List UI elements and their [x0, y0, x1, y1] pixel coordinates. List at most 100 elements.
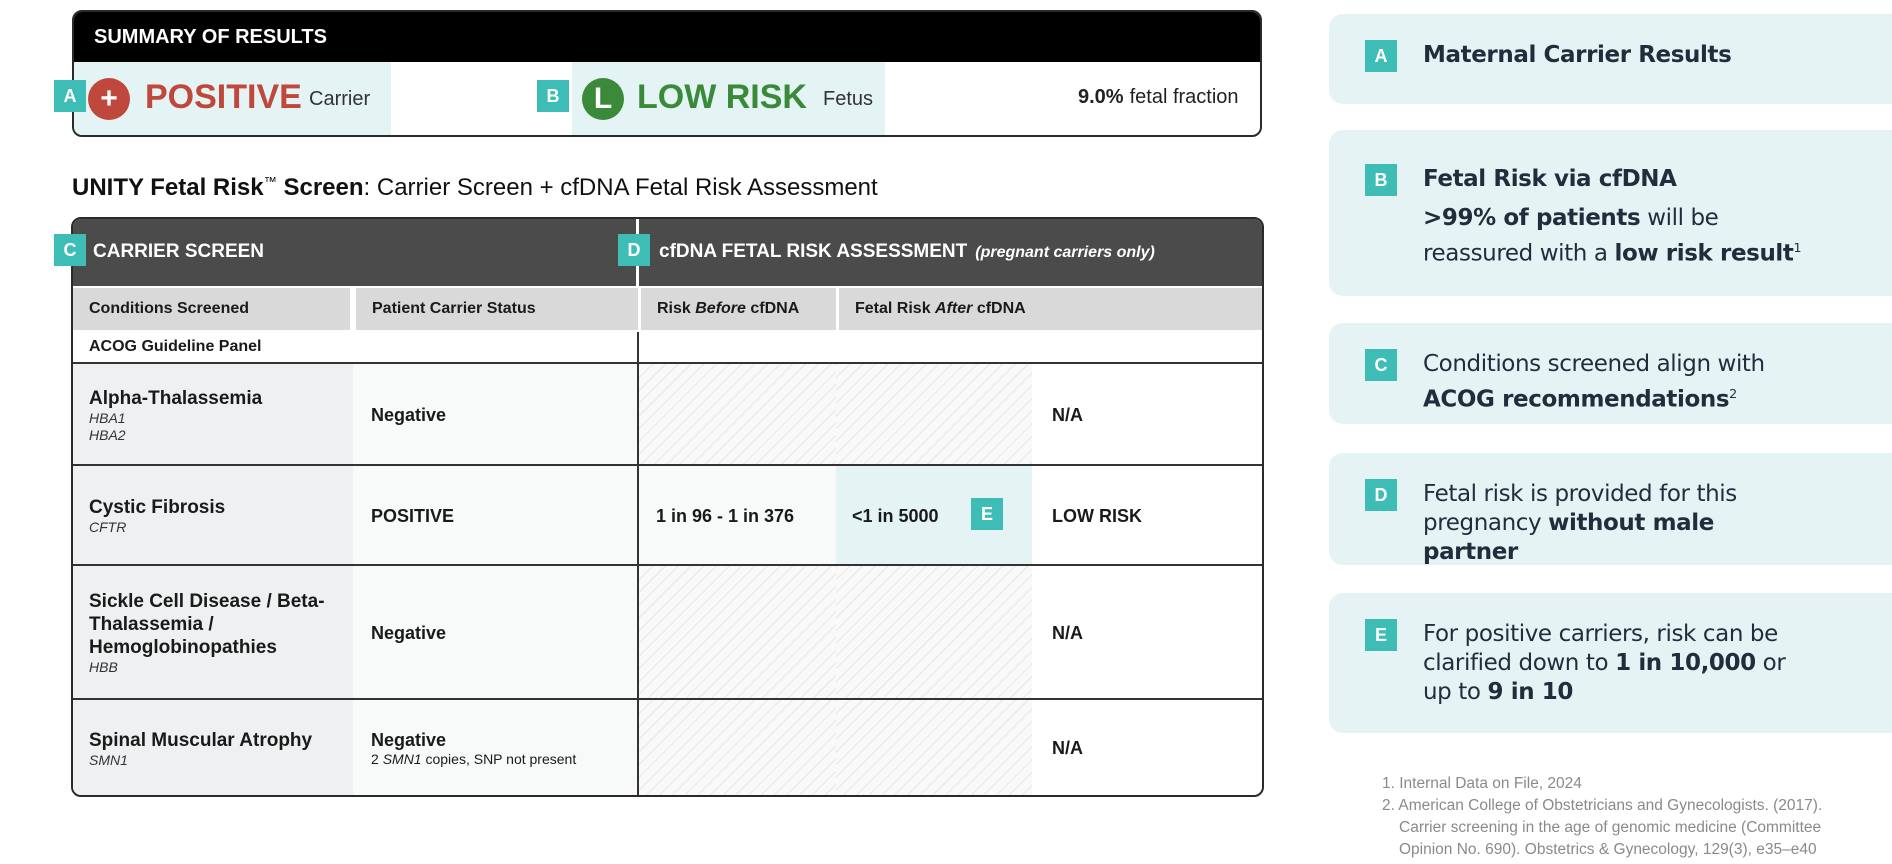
gene: SMN1 — [89, 751, 128, 768]
status-cell: Negative — [353, 364, 638, 466]
fraction-value: 9.0% — [1078, 86, 1124, 108]
result-text: POSITIVE — [145, 78, 302, 116]
risk-before-cell — [639, 566, 836, 700]
condition: Cystic Fibrosis — [89, 497, 226, 518]
status: POSITIVE — [371, 505, 455, 526]
risk-before-cell — [639, 364, 836, 466]
column-header: Patient Carrier Status — [356, 288, 638, 330]
text-part: : Carrier Screen + cfDNA Fetal Risk Asse… — [363, 174, 878, 201]
result-text: LOW RISK — [637, 78, 807, 116]
text-part: cfDNA — [745, 300, 800, 317]
note-card: A Maternal Carrier Results — [1329, 14, 1892, 104]
column-header: Conditions Screened — [73, 288, 350, 330]
text-part: UNITY Fetal Risk — [72, 174, 264, 201]
text-part: Conditions screened align with — [1423, 351, 1765, 377]
footnote: 1. Internal Data on File, 2024 — [1382, 775, 1582, 792]
note-text: Fetal risk is provided for this pregnanc… — [1423, 480, 1815, 567]
status-cell: Negative — [353, 566, 638, 700]
summary-box: SUMMARY OF RESULTS — [72, 10, 1262, 137]
row-border — [73, 464, 1262, 466]
risk-after-cell: <1 in 5000 — [836, 466, 1032, 566]
text-part: Patient Carrier Status — [372, 300, 536, 317]
text-part: Maternal Carrier Results — [1423, 42, 1732, 68]
text-part: 2 — [371, 751, 383, 767]
condition: Alpha-Thalassemia — [89, 387, 263, 409]
condition: Spinal Muscular Atrophy — [89, 729, 313, 751]
status: Negative — [371, 404, 447, 425]
gene: HBB — [89, 659, 118, 675]
badge: B — [1365, 164, 1397, 196]
body-divider — [637, 332, 639, 795]
note-text: Conditions screened align with ACOG reco… — [1423, 350, 1815, 415]
risk-after-cell — [836, 364, 1032, 466]
column-header: Risk Before cfDNA — [641, 288, 836, 330]
status-note: 2 SMN1 copies, SNP not present — [371, 751, 638, 767]
note-title: Fetal Risk via cfDNA — [1423, 165, 1815, 194]
status: Negative — [371, 730, 447, 750]
text-part: Screen — [276, 174, 364, 201]
text-part: Fetal Risk via cfDNA — [1423, 166, 1677, 192]
badge: E — [971, 498, 1003, 530]
condition-cell: Spinal Muscular Atrophy SMN1 — [73, 700, 353, 795]
gene: HBA1 — [89, 409, 126, 426]
risk-after-cell — [836, 566, 1032, 700]
fetal-result: N/A — [1052, 404, 1083, 425]
badge: E — [1365, 619, 1397, 651]
footnote: 2. American College of Obstetricians and… — [1382, 797, 1823, 858]
text-part: After — [935, 300, 973, 317]
badge: D — [618, 234, 650, 266]
text-part: without male partner — [1423, 510, 1714, 565]
note-text: Maternal Carrier Results — [1423, 41, 1815, 70]
risk-after: <1 in 5000 — [852, 505, 939, 526]
text-part: >99% of patients — [1423, 205, 1641, 231]
text-part: cfDNA — [972, 300, 1026, 317]
result-cell: N/A — [1032, 364, 1262, 466]
note-card: B Fetal Risk via cfDNA >99% of patients wi… — [1329, 130, 1892, 296]
fetal-highlight — [572, 62, 885, 135]
note-card: C Conditions screened align with ACOG rec… — [1329, 323, 1892, 424]
row-border — [73, 698, 1262, 700]
note-body: Conditions screened align with ACOG reco… — [1423, 350, 1815, 415]
fetal-result: LOW RISK — [1052, 505, 1142, 526]
result-cell: LOW RISK — [1032, 466, 1262, 566]
result-label: Fetus — [823, 88, 874, 110]
summary-header — [74, 12, 1260, 62]
risk-before-cell — [639, 700, 836, 795]
text-part: Fetal risk is provided for this pregnanc… — [1423, 481, 1737, 536]
badge: C — [54, 234, 86, 266]
gene: CFTR — [89, 519, 127, 535]
condition: Sickle Cell Disease / Beta-Thalassemia /… — [89, 591, 325, 658]
badge: B — [537, 80, 569, 112]
table-header — [73, 219, 1262, 286]
risk-before-cell: 1 in 96 - 1 in 376 — [639, 466, 836, 566]
text-part: SMN1 — [382, 751, 422, 767]
status: Negative — [371, 622, 447, 643]
column-header: Fetal Risk After cfDNA — [839, 288, 1262, 330]
note-text: Fetal Risk via cfDNA >99% of patients wil… — [1423, 165, 1815, 269]
text-part: Conditions Screened — [89, 300, 250, 317]
section-heading: UNITY Fetal Risk™ Screen: Carrier Screen… — [72, 174, 878, 202]
gene: HBA2 — [89, 426, 126, 443]
badge: D — [1365, 479, 1397, 511]
note-card: D Fetal risk is provided for this pregnan… — [1329, 453, 1892, 565]
fetal-result: N/A — [1052, 738, 1083, 758]
cfdna-header: cfDNA FETAL RISK ASSESSMENT (pregnant car… — [659, 241, 1155, 263]
results-table: CARRIER SCREEN cfDNA FETAL RISK ASSESSMEN… — [71, 217, 1264, 797]
result-label: Carrier — [309, 88, 371, 110]
note-card: E For positive carriers, risk can be clar… — [1329, 593, 1892, 733]
text-part: 2 — [1729, 386, 1737, 401]
text-part: 1 in 10,000 — [1615, 650, 1756, 676]
fraction-label: fetal fraction — [1129, 86, 1239, 108]
status-cell: POSITIVE — [353, 466, 638, 566]
text-part: For positive carriers, risk can be clari… — [1423, 621, 1778, 676]
fetal-result: N/A — [1052, 622, 1083, 643]
result-icon: L — [582, 78, 624, 120]
status-cell: Negative 2 SMN1 copies, SNP not present — [353, 700, 638, 795]
footnotes: 1. Internal Data on File, 2024 2. America… — [1382, 773, 1852, 861]
condition-cell: Cystic Fibrosis CFTR — [73, 466, 353, 566]
note-body: >99% of patients will be reassured with … — [1423, 204, 1815, 269]
text-part: Fetal Risk — [855, 300, 936, 317]
result-cell: N/A — [1032, 700, 1262, 795]
badge: A — [1365, 40, 1397, 72]
carrier-header: CARRIER SCREEN — [93, 241, 265, 262]
